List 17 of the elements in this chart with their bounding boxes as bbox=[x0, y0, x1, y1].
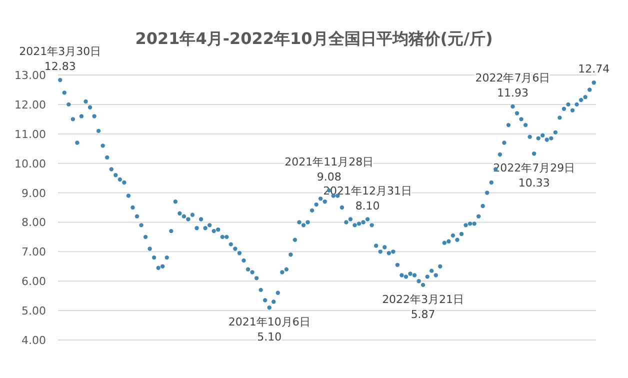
y-tick-label: 11.00 bbox=[14, 128, 46, 141]
y-tick-label: 12.00 bbox=[14, 98, 46, 112]
data-label: 2021年11月28日 9.08 bbox=[284, 155, 374, 184]
data-label: 2021年12月31日 8.10 bbox=[323, 184, 412, 212]
y-tick-label: 6.00 bbox=[22, 275, 46, 288]
y-tick-label: 7.00 bbox=[22, 246, 46, 259]
y-tick-label: 8.00 bbox=[22, 216, 46, 230]
chart-title: 2021年4月-2022年10月全国日平均猪价(元/斤) bbox=[135, 29, 493, 48]
y-tick-label: 5.00 bbox=[22, 304, 46, 318]
data-label: 2021年10月6日 5.10 bbox=[228, 316, 310, 344]
y-tick-label: 13.00 bbox=[14, 69, 46, 82]
data-label: 12.74 bbox=[578, 62, 610, 76]
y-tick-label: 4.00 bbox=[22, 334, 46, 347]
y-tick-label: 9.00 bbox=[22, 186, 46, 200]
y-tick-label: 10.00 bbox=[14, 157, 46, 170]
data-label: 2022年7月6日 11.93 bbox=[475, 72, 550, 100]
data-label: 2022年3月21日 5.87 bbox=[382, 292, 464, 321]
